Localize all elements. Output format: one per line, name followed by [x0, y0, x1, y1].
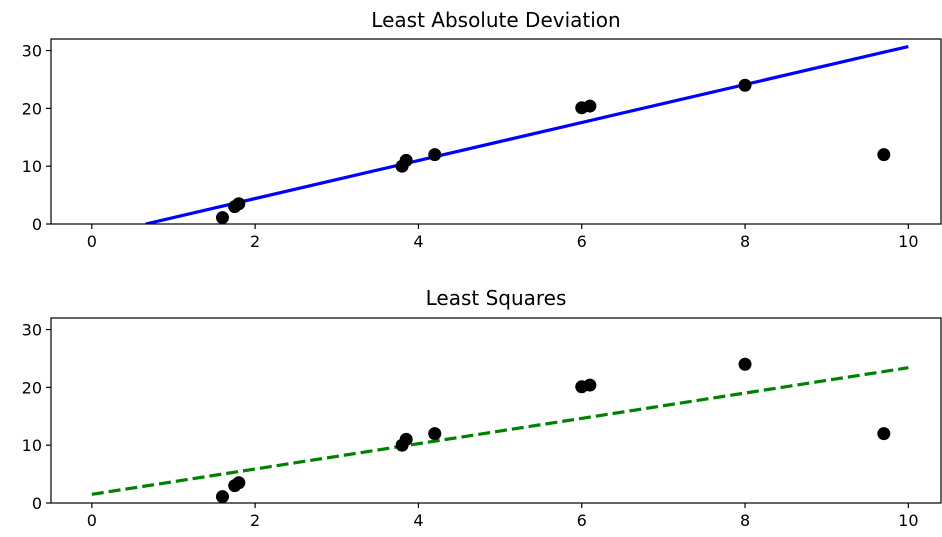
x-tick-label: 6	[577, 511, 587, 530]
x-tick-label: 4	[413, 232, 423, 251]
x-tick-label: 4	[413, 511, 423, 530]
data-point	[399, 153, 413, 167]
y-tick-label: 30	[22, 321, 42, 340]
x-tick-label: 10	[898, 232, 918, 251]
data-point	[583, 378, 597, 392]
x-tick-label: 2	[250, 511, 260, 530]
data-point	[215, 211, 229, 224]
data-point	[428, 427, 442, 441]
least-squares-fit-line	[91, 366, 909, 496]
data-point	[232, 197, 246, 211]
chart-panel-1: Least Absolute Deviation 0 2 4 6 8 10 0 10 20 30	[22, 8, 942, 251]
axes-frame	[50, 317, 942, 504]
data-point	[738, 357, 752, 371]
chart-title: Least Absolute Deviation	[371, 8, 620, 32]
chart-title: Least Squares	[426, 286, 567, 310]
data-point	[428, 148, 442, 162]
y-tick-label: 10	[22, 157, 42, 176]
y-tick-label: 0	[32, 494, 42, 513]
x-tick-label: 8	[740, 511, 750, 530]
data-point	[877, 427, 891, 441]
data-point	[232, 476, 246, 490]
x-tick-label: 0	[87, 511, 97, 530]
y-tick-label: 30	[22, 42, 42, 61]
data-point	[877, 148, 891, 162]
data-point	[738, 78, 752, 92]
y-tick-label: 20	[22, 99, 42, 118]
x-tick-label: 8	[740, 232, 750, 251]
data-point	[215, 490, 229, 503]
x-tick-label: 2	[250, 232, 260, 251]
data-point	[399, 432, 413, 446]
lad-fit-line	[145, 44, 909, 224]
axes-frame	[50, 38, 942, 225]
data-point	[583, 99, 597, 113]
y-tick-label: 0	[32, 215, 42, 234]
chart-panel-2: Least Squares 0 2 4 6 8 10 0 10 20 30	[22, 286, 942, 530]
x-tick-label: 0	[87, 232, 97, 251]
x-tick-label: 6	[577, 232, 587, 251]
y-tick-label: 20	[22, 378, 42, 397]
y-tick-label: 10	[22, 436, 42, 455]
x-tick-label: 10	[898, 511, 918, 530]
